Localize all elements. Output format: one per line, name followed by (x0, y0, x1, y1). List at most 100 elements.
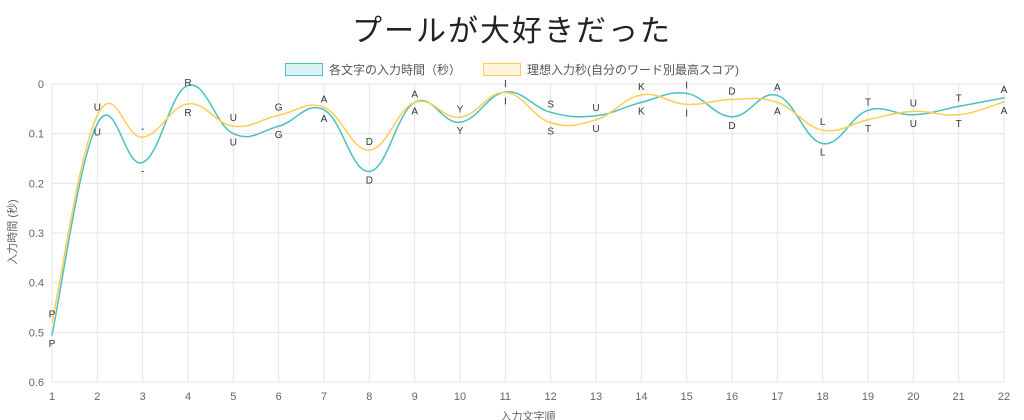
point-label: A (321, 94, 328, 105)
data-point (595, 114, 597, 117)
x-tick-label: 16 (726, 391, 738, 403)
x-tick-label: 14 (635, 391, 647, 403)
data-point (413, 101, 416, 104)
point-label: U (94, 128, 101, 139)
point-label: T (956, 93, 962, 104)
data-point (232, 132, 235, 135)
data-point (549, 121, 552, 124)
data-point (51, 334, 53, 336)
data-point (504, 91, 507, 94)
data-point (459, 121, 461, 124)
series-line-ideal (51, 91, 1005, 323)
point-label: A (1001, 85, 1008, 96)
chart-title: プールが大好きだった (352, 14, 672, 49)
point-label: T (865, 124, 871, 135)
x-tick-label: 13 (590, 391, 602, 403)
x-tick-label: 19 (862, 391, 874, 403)
point-label: T (865, 97, 871, 108)
data-point (368, 149, 371, 151)
point-label-layer: P U - R U G A D A Y I S U K I D A L T U T A P U - R U G A D A Y I S U K I D A L… (49, 78, 1008, 350)
x-tick-label: 21 (953, 391, 965, 403)
x-tick-label: 2 (94, 391, 100, 403)
data-point (640, 94, 643, 96)
point-label: A (774, 106, 781, 117)
data-point (731, 115, 733, 118)
data-point (867, 118, 869, 121)
point-label: Y (457, 126, 464, 137)
legend-swatch-actual (284, 63, 323, 76)
y-tick-label: 0.4 (29, 278, 44, 290)
data-point (323, 109, 325, 111)
point-label: S (547, 127, 554, 138)
x-tick-label: 22 (998, 391, 1010, 403)
data-point (277, 114, 280, 117)
data-point (549, 111, 552, 114)
point-label: U (910, 119, 917, 130)
y-axis-title: 入力時間 (秒) (5, 199, 19, 264)
x-axis-title: 入力文字順 (501, 409, 556, 420)
data-point (277, 125, 280, 128)
data-point (51, 321, 53, 324)
point-label: G (275, 130, 283, 141)
y-tick-label: 0.3 (29, 228, 44, 240)
y-tick-label: 0.6 (29, 377, 44, 389)
legend-item-actual[interactable]: 各文字の入力時間（秒） (284, 61, 461, 78)
x-tick-label: 7 (321, 391, 327, 403)
data-point (1003, 101, 1005, 103)
y-tick-label: 0.1 (29, 129, 44, 141)
point-label: G (275, 102, 283, 113)
point-label: A (321, 114, 328, 125)
point-label: U (94, 102, 101, 113)
data-point (685, 92, 688, 95)
point-label: A (1001, 106, 1008, 117)
data-point (685, 103, 688, 106)
x-tick-label: 15 (681, 391, 693, 403)
x-tick-label: 8 (366, 391, 372, 403)
data-point (459, 116, 461, 119)
point-label: Y (457, 104, 464, 115)
point-label: P (49, 309, 56, 320)
point-label: L (820, 117, 826, 128)
data-point (776, 101, 779, 104)
data-point (821, 129, 824, 131)
point-label: I (685, 108, 688, 119)
point-label: D (728, 121, 735, 132)
data-point (1003, 97, 1005, 99)
point-label: I (504, 79, 507, 90)
data-point (96, 122, 99, 125)
point-label: A (411, 89, 418, 100)
point-label: D (728, 86, 735, 97)
x-tick-label: 1 (49, 391, 55, 403)
x-tick-label: 17 (771, 391, 783, 403)
legend-item-ideal[interactable]: 理想入力秒(自分のワード別最高スコア) (483, 61, 739, 78)
point-label: I (504, 96, 507, 107)
grid-layer (51, 83, 1005, 383)
data-point (141, 136, 144, 138)
data-point (640, 101, 643, 104)
y-tick-label: 0.2 (29, 178, 44, 190)
data-point (912, 113, 915, 116)
x-tick-label: 4 (185, 391, 191, 403)
data-point (96, 114, 99, 117)
tick-layer: 00.10.20.30.40.50.61 2 3 4 5 6 7 8 9 10 11 12 13 14 15… (29, 79, 1010, 403)
series-layer (51, 84, 1005, 336)
legend-label-ideal: 理想入力秒(自分のワード別最高スコア) (527, 63, 739, 77)
point-label: K (638, 82, 645, 93)
point-label: I (685, 80, 688, 91)
x-tick-label: 20 (907, 391, 919, 403)
data-point (323, 106, 325, 109)
data-point (912, 110, 915, 113)
point-label: R (184, 108, 191, 119)
data-point (821, 142, 824, 145)
point-label: L (820, 148, 826, 159)
data-point (957, 113, 960, 116)
point-label: U (910, 98, 917, 109)
point-label: - (141, 166, 144, 177)
x-tick-label: 18 (817, 391, 829, 403)
point-label: U (592, 103, 599, 114)
data-point (595, 118, 597, 121)
legend: 各文字の入力時間（秒） 理想入力秒(自分のワード別最高スコア) (0, 61, 1024, 78)
point-label: R (184, 78, 191, 89)
point-label: P (49, 339, 56, 350)
